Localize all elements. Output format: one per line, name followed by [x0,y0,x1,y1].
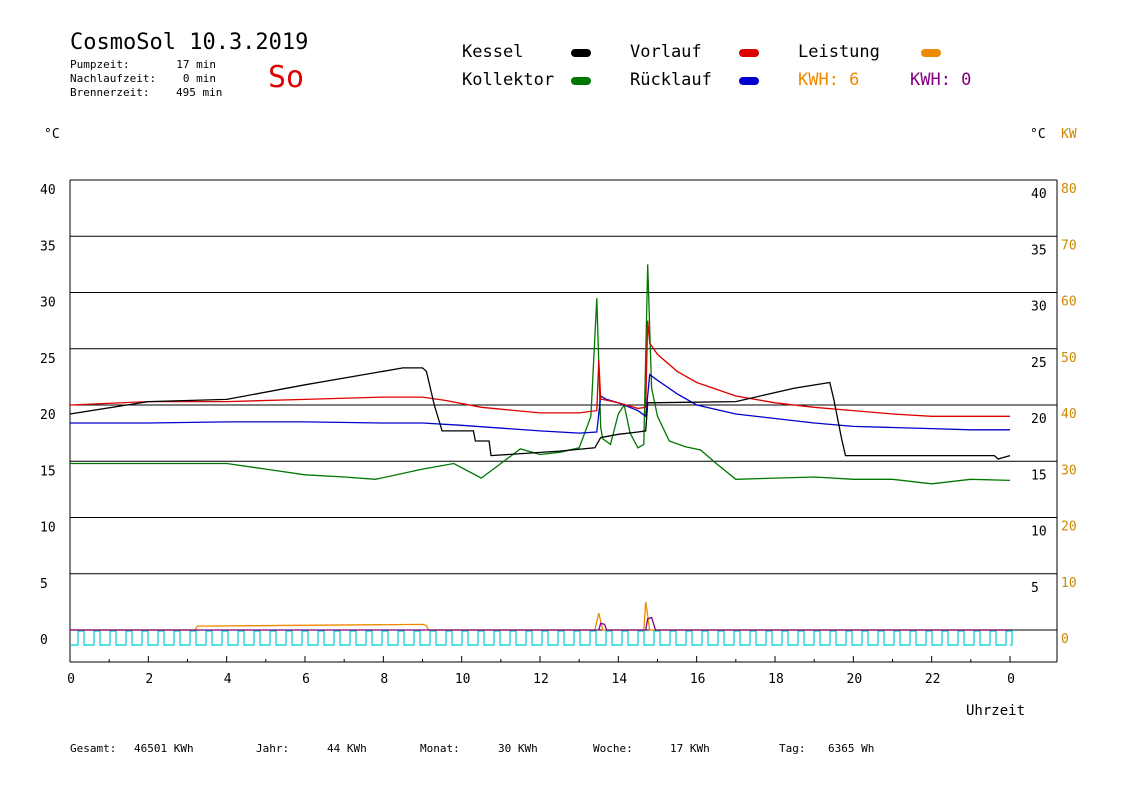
legend-kollektor-label: Kollektor [462,70,555,90]
y-right-kw-tick-label-0: 0 [1061,632,1069,647]
weekday-label: So [268,60,305,95]
chart-title: CosmoSol 10.3.2019 [70,30,309,55]
legend-kwh-solar: KWH: 6 [798,70,860,90]
info-brennerzeit-label: Brennerzeit: [70,86,150,99]
y-tick-label-40: 40 [40,183,56,198]
legend-ruecklauf-swatch [739,77,759,85]
y-right-kw-tick-label-20: 20 [1061,520,1077,535]
y-right-tick-label-40: 40 [1031,187,1047,202]
x-tick-label-1: 2 [145,672,153,687]
footer-monat-value: 30 KWh [498,742,538,755]
y-right-kw-tick-label-30: 30 [1061,463,1077,478]
legend-vorlauf-swatch [739,49,759,57]
legend-vorlauf-label: Vorlauf [630,42,702,62]
series-line-r-cklauf [70,373,1010,434]
series-line-kwh-0 [70,616,1010,631]
x-tick-label-6: 12 [533,672,549,687]
legend-leistung-label: Leistung [798,42,880,62]
legend-leistung-swatch [921,49,941,57]
y-tick-label-10: 10 [40,521,56,536]
y-tick-label-15: 15 [40,464,56,479]
y-right-tick-label-10: 10 [1031,525,1047,540]
x-tick-label-10: 20 [847,672,863,687]
footer-tag-value: 6365 Wh [828,742,875,755]
x-tick-label-7: 14 [612,672,628,687]
info-nachlaufzeit-label: Nachlaufzeit: [70,72,157,85]
footer-gesamt-value: 46501 KWh [134,742,194,755]
right-axis-unit: °C [1030,127,1046,142]
y-right-tick-label-15: 15 [1031,468,1047,483]
x-tick-label-0: 0 [67,672,75,687]
y-tick-label-0: 0 [40,633,48,648]
y-right-tick-label-5: 5 [1031,581,1039,596]
y-right-kw-tick-label-40: 40 [1061,407,1077,422]
info-pumpzeit-value: 17 min [176,58,216,71]
y-right-kw-tick-label-70: 70 [1061,238,1077,253]
series-line-kessel [69,367,1011,460]
footer-woche-value: 17 KWh [670,742,710,755]
legend-kwh-other: KWH: 0 [910,70,972,90]
x-tick-label-4: 8 [380,672,388,687]
y-tick-label-35: 35 [40,239,56,254]
info-pumpzeit-label: Pumpzeit: [70,58,130,71]
x-tick-label-8: 16 [690,672,706,687]
legend-kessel-label: Kessel [462,42,524,62]
footer-gesamt-label: Gesamt: [70,742,117,755]
x-tick-label-9: 18 [768,672,784,687]
y-right-kw-tick-label-50: 50 [1061,351,1077,366]
legend-kessel-swatch [571,49,591,57]
legend-kollektor-swatch [571,77,591,85]
y-tick-label-30: 30 [40,296,56,311]
footer-jahr-label: Jahr: [256,742,290,755]
y-right-tick-label-30: 30 [1031,300,1047,315]
x-tick-label-11: 22 [925,672,941,687]
x-tick-label-5: 10 [455,672,471,687]
x-axis-label: Uhrzeit [966,703,1025,719]
series-line-leistung [70,601,1010,631]
y-right-kw-tick-label-80: 80 [1061,182,1077,197]
footer-woche-label: Woche: [593,742,633,755]
x-tick-label-3: 6 [302,672,310,687]
y-right-kw-tick-label-60: 60 [1061,295,1077,310]
footer-jahr-value: 44 KWh [327,742,367,755]
y-tick-label-25: 25 [40,352,56,367]
y-right-tick-label-25: 25 [1031,356,1047,371]
footer-monat-label: Monat: [420,742,460,755]
x-tick-label-2: 4 [224,672,232,687]
right-axis-unit-kw: KW [1061,127,1077,142]
footer-tag-label: Tag: [779,742,806,755]
y-right-tick-label-20: 20 [1031,412,1047,427]
series-line-kollektor [70,264,1011,485]
y-right-tick-label-35: 35 [1031,243,1047,258]
series-line-vorlauf [69,320,1010,417]
y-tick-label-5: 5 [40,577,48,592]
x-tick-label-12: 0 [1007,672,1015,687]
pump-status-trace [70,630,1013,646]
y-tick-label-20: 20 [40,408,56,423]
left-axis-unit: °C [44,127,60,142]
legend-ruecklauf-label: Rücklauf [630,70,712,90]
temperature-chart: °C °C KW Uhrzeit 05101520253035405101520… [40,127,1077,719]
info-nachlaufzeit-value: 0 min [182,72,216,85]
y-right-kw-tick-label-10: 10 [1061,576,1077,591]
